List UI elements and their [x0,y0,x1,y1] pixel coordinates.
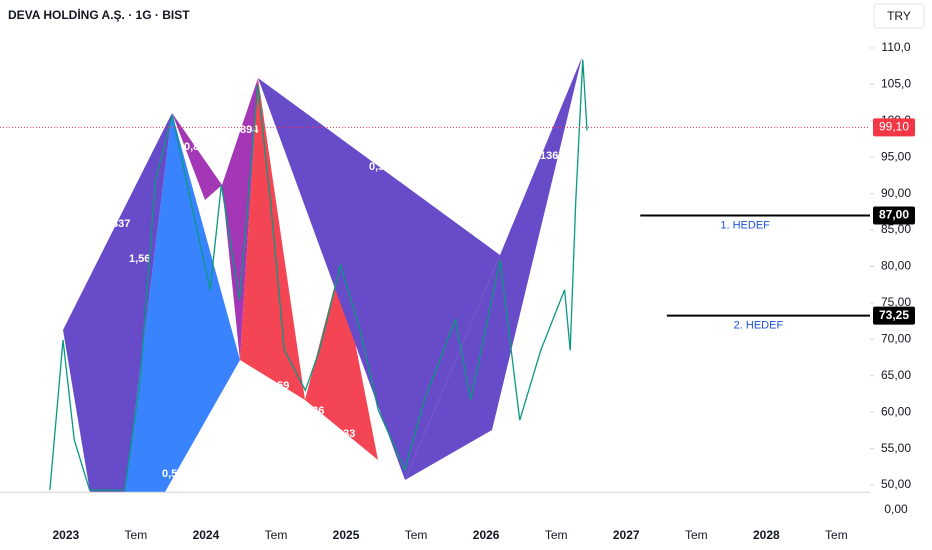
y-tick-label: 95,00 [881,149,911,163]
y-tick-label: 80,00 [881,259,911,273]
target-value-label: 73,25 [879,308,909,322]
target-name: 2. HEDEF [734,320,784,332]
y-tick-label: 85,00 [881,222,911,236]
x-tick-label: 2023 [52,528,79,542]
pattern-label: 333 [337,428,355,440]
x-tick-label: 2028 [753,528,780,542]
pattern-shape [222,78,258,360]
harmonic-patterns [63,57,582,492]
y-tick-label: 75,00 [881,295,911,309]
pattern-label: 159 [271,380,289,392]
target-tag [873,306,915,325]
symbol-title: DEVA HOLDİNG A.Ş. · 1G · BIST [8,7,190,22]
x-tick-label: 2026 [473,528,500,542]
y-tick-label: 105,0 [881,77,911,91]
x-tick-label: Tem [125,528,148,542]
pattern-shape [258,78,500,480]
pattern-label: 0,8 [184,141,199,153]
target-name: 1. HEDEF [720,219,770,231]
target-tag [873,206,915,225]
pattern-label: 894 [240,124,259,136]
pattern-shape [125,113,240,492]
pattern-label: 336 [306,405,324,417]
x-tick-label: 2027 [613,528,640,542]
y-axis-floor-label: 0,00 [884,502,908,516]
y-tick-label: 70,00 [881,332,911,346]
pattern-shape [63,113,172,492]
x-tick-label: 2024 [193,528,220,542]
pattern-label: 837 [112,218,130,230]
y-tick-label: 55,00 [881,441,911,455]
y-tick-label: 60,00 [881,404,911,418]
last-price-label: 99,10 [879,120,909,134]
pattern-shape [240,78,305,400]
x-tick-label: Tem [265,528,288,542]
currency-button[interactable] [873,3,925,29]
pattern-shape [172,113,222,200]
currency-label[interactable]: TRY [887,9,911,23]
x-tick-label: 2025 [333,528,360,542]
pattern-label: 1,56 [129,253,150,265]
pattern-label: 0,5 [369,161,384,173]
y-tick-label: 90,00 [881,186,911,200]
price-line [49,59,588,491]
y-tick-label: 65,00 [881,368,911,382]
y-tick-label: 50,00 [881,477,911,491]
pattern-shape [305,265,378,460]
pattern-shape [405,57,582,480]
target-value-label: 87,00 [879,208,909,222]
x-tick-label: Tem [405,528,428,542]
pattern-label: 0,5 [162,468,177,480]
pattern-label: 136 [540,150,558,162]
x-tick-label: Tem [545,528,568,542]
x-tick-label: Tem [685,528,708,542]
last-price-tag [873,118,915,137]
y-tick-label: 110,0 [881,40,910,54]
x-tick-label: Tem [825,528,848,542]
